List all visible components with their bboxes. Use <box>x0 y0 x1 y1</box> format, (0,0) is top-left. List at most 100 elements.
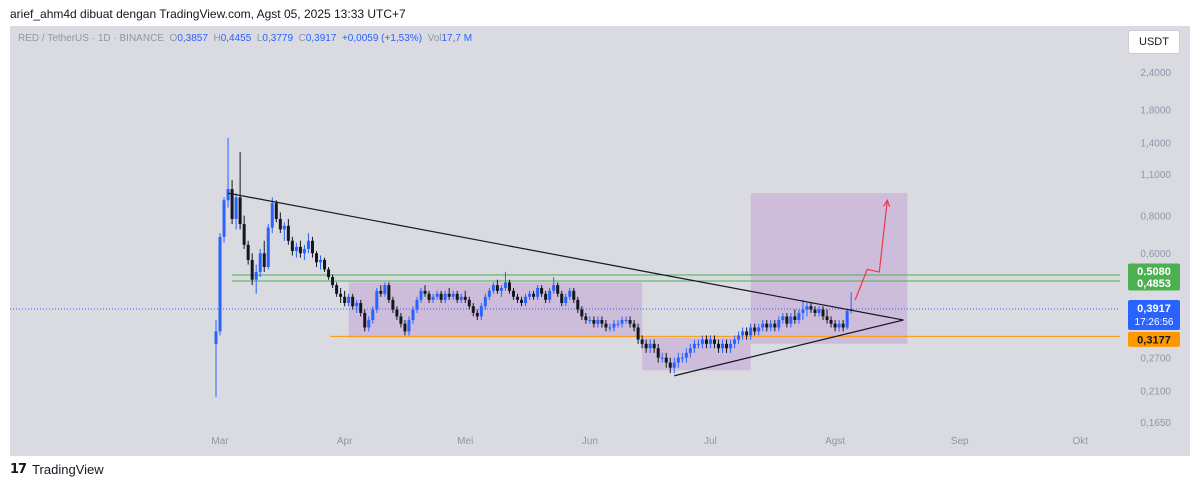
candle-body <box>511 290 515 297</box>
candle-body <box>688 348 692 353</box>
projection-arrow-line <box>854 200 888 301</box>
candle-body <box>495 285 499 291</box>
candle-body <box>335 285 339 294</box>
chart-area[interactable] <box>10 26 1190 456</box>
candle-body <box>757 327 761 332</box>
candle-body <box>700 339 704 344</box>
price-label-support-bg <box>1128 331 1180 347</box>
candle-body <box>680 357 684 359</box>
candle-body <box>745 331 749 336</box>
candle-body <box>692 343 696 349</box>
candle-body <box>620 320 624 324</box>
candle-body <box>516 296 519 300</box>
y-tick-label: 0,8000 <box>1140 212 1171 223</box>
candle-body <box>407 320 411 332</box>
candle-body <box>548 290 552 300</box>
candle-body <box>471 306 475 313</box>
candle-body <box>544 293 548 300</box>
candle-body <box>845 310 849 328</box>
candle-body <box>737 335 741 340</box>
candle-body <box>684 352 688 358</box>
candle-body <box>274 203 278 219</box>
range-box-2 <box>642 337 751 371</box>
candle-body <box>315 253 318 263</box>
candle-body <box>532 293 536 297</box>
candle-body <box>282 225 286 230</box>
candle-body <box>479 306 483 317</box>
symbol-name: RED / TetherUS · 1D · BINANCE <box>18 33 164 44</box>
candle-body <box>781 316 785 321</box>
candle-body <box>580 309 584 317</box>
candle-body <box>246 244 250 260</box>
candle-body <box>717 343 720 349</box>
candle-body <box>604 323 608 328</box>
candle-body <box>323 259 327 270</box>
candle-body <box>218 236 222 332</box>
candle-body <box>644 343 648 349</box>
candle-body <box>290 240 294 252</box>
candle-body <box>729 343 733 349</box>
candle-body <box>708 339 712 344</box>
candle-body <box>439 293 443 300</box>
candle-body <box>278 218 282 230</box>
candle-body <box>704 339 708 344</box>
candle-body <box>399 316 403 324</box>
candle-body <box>640 339 644 344</box>
candle-body <box>391 299 395 310</box>
y-tick-label: 0,6000 <box>1140 249 1171 260</box>
candle-body <box>423 290 427 294</box>
price-label-support: 0,3177 <box>1137 334 1171 346</box>
candle-body <box>648 343 652 349</box>
candle-body <box>584 316 588 321</box>
x-tick-label: Mei <box>457 436 473 447</box>
candle-body <box>403 323 407 332</box>
candle-body <box>588 320 592 322</box>
candle-body <box>789 316 793 324</box>
candle-body <box>411 309 415 321</box>
low-label: L <box>256 33 263 44</box>
symbol-legend: RED / TetherUS · 1D · BINANCE O0,3857 H0… <box>18 33 472 44</box>
candle-body <box>564 296 568 304</box>
last-price-label: 0,3917 <box>1137 303 1171 315</box>
open-label: O <box>169 33 178 44</box>
candle-body <box>262 253 266 268</box>
candle-body <box>576 299 580 310</box>
candle-body <box>319 259 323 263</box>
candle-body <box>797 312 801 321</box>
candle-body <box>556 285 560 294</box>
tradingview-logo-icon: 17 <box>10 462 27 477</box>
open-value: 0,3857 <box>177 33 208 44</box>
candle-body <box>628 320 632 324</box>
candle-body <box>841 323 845 328</box>
candle-body <box>487 290 491 297</box>
candle-body <box>483 296 487 307</box>
candle-body <box>761 323 765 328</box>
vol-value: 17,7 M <box>441 33 473 44</box>
candle-body <box>222 200 226 237</box>
candle-body <box>507 282 511 291</box>
currency-button[interactable]: USDT <box>1128 30 1180 54</box>
candle-body <box>250 259 254 280</box>
candle-body <box>254 271 258 280</box>
candle-body <box>749 327 753 336</box>
candle-body <box>656 348 660 358</box>
candle-body <box>616 323 620 325</box>
y-tick-label: 0,2100 <box>1140 386 1171 397</box>
x-tick-label: Okt <box>1073 436 1089 447</box>
candle-body <box>226 189 230 201</box>
candle-body <box>741 331 745 336</box>
candle-body <box>817 309 821 313</box>
candle-body <box>230 189 234 219</box>
candle-body <box>459 296 463 300</box>
candle-body <box>612 323 616 328</box>
candle-body <box>592 320 596 324</box>
candle-body <box>765 323 769 328</box>
candle-body <box>560 293 564 304</box>
close-label: C <box>298 33 306 44</box>
x-tick-label: Agst <box>825 436 845 447</box>
candle-body <box>668 362 672 368</box>
candle-body <box>355 303 359 307</box>
candle-body <box>415 299 419 310</box>
candle-body <box>552 285 556 291</box>
tradingview-brand: TradingView <box>32 462 104 477</box>
